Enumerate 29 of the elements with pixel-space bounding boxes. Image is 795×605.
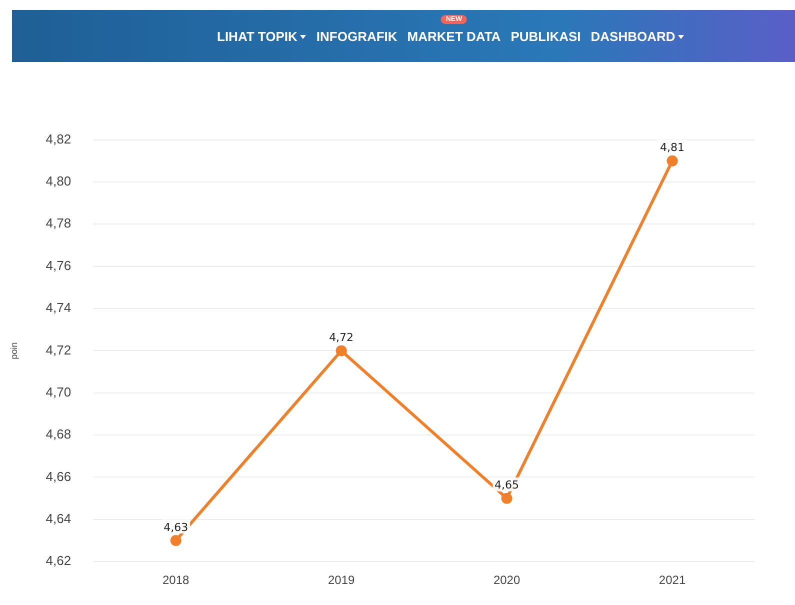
data-label: 4,72 (329, 331, 354, 344)
point (666, 155, 678, 166)
point (170, 535, 182, 546)
y-tick-label: 4,70 (46, 384, 72, 400)
x-tick-label: 2019 (328, 573, 355, 588)
text: DASHBOARD (590, 28, 676, 44)
y-tick-label: 4,82 (46, 131, 72, 146)
point (501, 492, 512, 504)
y-tick-label: 4,68 (46, 426, 72, 442)
text: PUBLIKASI (510, 28, 581, 44)
point (336, 345, 347, 356)
text: INFOGRAFIK (316, 28, 398, 44)
data-label: 4,63 (164, 520, 188, 534)
y-tick-label: 4,72 (46, 342, 72, 358)
y-tick-label: 4,74 (46, 300, 72, 316)
data-label: 4,65 (494, 478, 520, 492)
y-tick-label: 4,76 (46, 258, 72, 273)
text: MARKET DATA (407, 28, 501, 44)
y-tick-label: 4,80 (46, 174, 72, 189)
text: LIHAT TOPIK (217, 28, 298, 44)
y-tick-label: 4,62 (46, 553, 72, 568)
data-label: 4,81 (660, 141, 685, 154)
y-axis-title: poin (8, 342, 19, 360)
x-tick-label: 2021 (658, 573, 686, 588)
x-tick-label: 2018 (162, 573, 190, 588)
y-tick-label: 4,64 (46, 511, 72, 526)
y-tick-label: 4,78 (46, 216, 72, 231)
y-tick-label: 4,66 (46, 468, 72, 484)
x-tick-label: 2020 (493, 573, 520, 588)
